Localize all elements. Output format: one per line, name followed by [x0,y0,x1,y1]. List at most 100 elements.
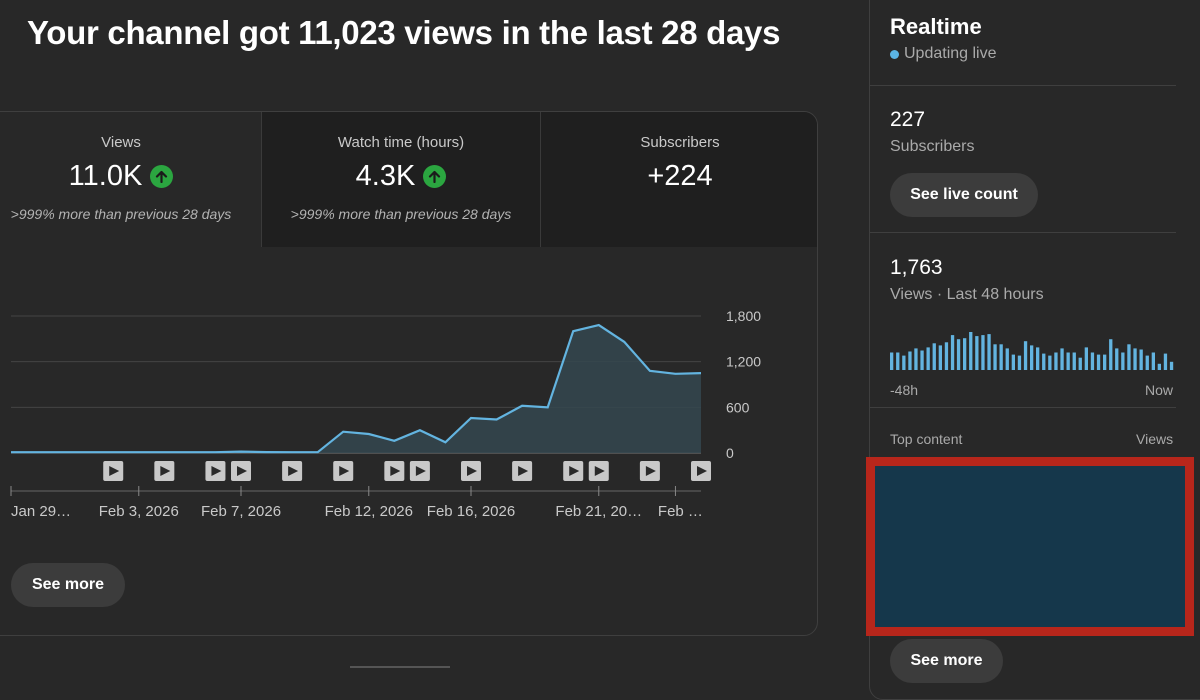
data-point[interactable] [365,430,373,438]
hourly-views-bar[interactable] [1084,347,1088,370]
tab-views[interactable]: Views 11.0K >999% more than previous 28 … [0,112,261,247]
hourly-views-bar[interactable] [890,352,894,371]
hourly-views-bar[interactable] [1017,355,1022,370]
hourly-views-bar[interactable] [1139,349,1143,371]
video-marker-icon[interactable] [588,461,609,481]
data-point[interactable] [135,448,143,456]
data-point[interactable] [288,448,296,456]
hourly-views-bar[interactable] [1169,361,1174,370]
data-point[interactable] [160,448,168,456]
data-point[interactable] [518,402,526,410]
data-point[interactable] [493,416,501,424]
hourly-views-bar[interactable] [938,345,942,370]
video-marker-icon[interactable] [282,461,303,481]
hourly-views-bar[interactable] [944,342,949,370]
hourly-views-bar[interactable] [1121,352,1125,371]
video-marker-icon[interactable] [563,461,584,481]
hourly-views-bar[interactable] [914,348,918,370]
hourly-views-bar[interactable] [1078,357,1082,370]
data-point[interactable] [595,321,603,329]
video-marker-icon[interactable] [691,461,711,481]
tab-watch-time[interactable]: Watch time (hours) 4.3K >999% more than … [261,112,540,247]
scroll-indicator [350,666,450,668]
see-more-button[interactable]: See more [11,563,125,607]
hourly-views-bar[interactable] [1090,352,1095,371]
data-point[interactable] [211,448,219,456]
hourly-views-bar[interactable] [908,351,912,371]
hourly-views-bar[interactable] [1011,354,1015,370]
hourly-views-bar[interactable] [920,350,924,371]
hourly-views-bar[interactable] [1005,348,1009,370]
data-point[interactable] [620,338,628,346]
metric-tabs: Views 11.0K >999% more than previous 28 … [0,112,817,247]
data-point[interactable] [237,448,245,456]
realtime-see-more-button[interactable]: See more [890,639,1003,683]
data-point[interactable] [441,438,449,446]
data-point[interactable] [314,448,322,456]
hourly-views-bar[interactable] [1133,348,1137,370]
hourly-views-bar[interactable] [902,355,906,370]
data-point[interactable] [544,403,552,411]
hourly-views-bar[interactable] [1145,355,1149,370]
data-point[interactable] [7,448,15,456]
hourly-views-bar[interactable] [981,335,985,370]
hourly-views-bar[interactable] [950,335,955,370]
video-marker-icon[interactable] [103,461,124,481]
hourly-views-bar[interactable] [987,334,991,370]
video-marker-icon[interactable] [461,461,481,481]
data-point[interactable] [58,448,66,456]
hourly-views-bar[interactable] [1163,353,1168,370]
hourly-views-bar[interactable] [1103,354,1107,370]
hourly-views-bar[interactable] [1042,353,1046,370]
video-marker-icon[interactable] [384,461,405,481]
data-point[interactable] [33,448,41,456]
hourly-views-bar[interactable] [1157,363,1161,370]
video-marker-icon[interactable] [205,461,226,481]
data-point[interactable] [569,327,577,335]
hourly-views-bar[interactable] [1048,355,1052,370]
see-live-count-button[interactable]: See live count [890,173,1038,217]
analytics-overview-card: Views 11.0K >999% more than previous 28 … [0,111,818,636]
video-marker-icon[interactable] [154,461,175,481]
video-marker-icon[interactable] [409,461,430,481]
data-point[interactable] [186,448,194,456]
hourly-views-bar[interactable] [963,338,967,370]
hourly-views-bar[interactable] [993,344,997,370]
hourly-views-bar[interactable] [1060,348,1064,370]
data-point[interactable] [671,370,679,378]
data-point[interactable] [697,369,705,377]
hourly-views-bar[interactable] [1072,352,1076,371]
hourly-views-bar[interactable] [1096,354,1101,370]
hourly-views-bar[interactable] [999,344,1003,370]
data-point[interactable] [416,426,424,434]
hourly-views-bar[interactable] [1151,352,1155,371]
hourly-views-bar[interactable] [1030,345,1034,370]
hourly-views-bar[interactable] [1023,341,1028,370]
hourly-views-bar[interactable] [932,343,936,370]
data-point[interactable] [467,414,475,422]
data-point[interactable] [390,437,398,445]
data-point[interactable] [109,448,117,456]
hourly-views-bar[interactable] [1066,352,1070,371]
data-point[interactable] [646,367,654,375]
hourly-views-bar[interactable] [1115,348,1119,370]
data-point[interactable] [339,428,347,436]
hourly-views-bar[interactable] [926,347,930,370]
video-marker-icon[interactable] [512,461,533,481]
hourly-views-bar[interactable] [1127,344,1131,370]
data-point[interactable] [263,448,271,456]
hourly-views-bar[interactable] [956,339,961,370]
hourly-views-bar[interactable] [1109,339,1113,370]
y-tick-label: 1,200 [726,354,761,370]
tab-subscribers[interactable]: Subscribers +224 [540,112,817,247]
video-marker-icon[interactable] [231,461,251,481]
hourly-views-bar[interactable] [896,352,900,371]
hourly-views-bar[interactable] [975,336,979,370]
video-marker-icon[interactable] [639,461,660,481]
hourly-views-bar[interactable] [1054,352,1058,371]
hourly-views-bar[interactable] [1036,347,1040,370]
hourly-views-bar[interactable] [969,332,973,370]
top-content-list[interactable] [866,457,1194,636]
video-marker-icon[interactable] [333,461,354,481]
data-point[interactable] [84,448,92,456]
